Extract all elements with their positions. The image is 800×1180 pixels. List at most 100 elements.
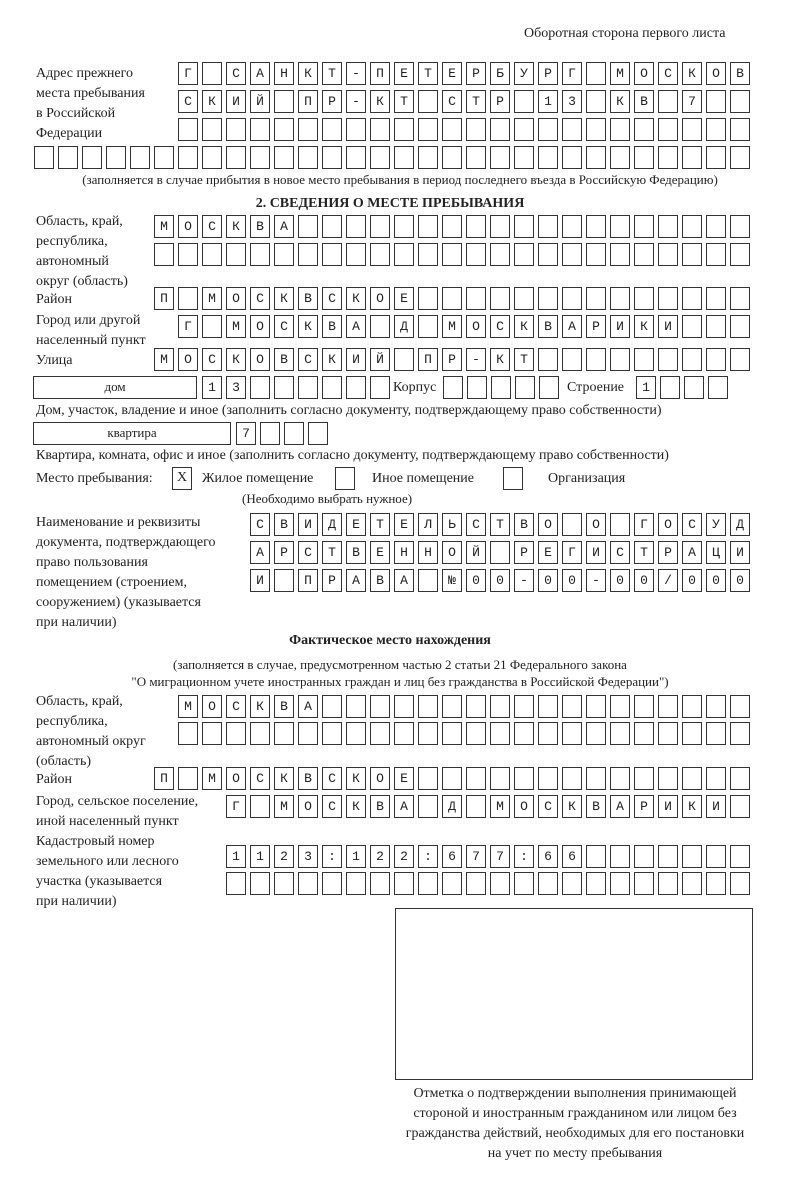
letter-box[interactable] [538,541,558,564]
cadastre-row-1[interactable]: 1123:122:677:66 [226,845,754,868]
letter-box[interactable] [154,348,174,371]
letter-box[interactable] [322,767,342,790]
letter-box[interactable] [682,348,702,371]
letter-box[interactable] [586,215,606,238]
letter-box[interactable] [658,569,678,592]
letter-box[interactable] [682,767,702,790]
letter-box[interactable] [346,767,366,790]
letter-box[interactable] [490,569,510,592]
letter-box[interactable] [322,62,342,85]
letter-box[interactable] [394,90,414,113]
letter-box[interactable] [610,90,630,113]
letter-box[interactable] [322,722,342,745]
letter-box[interactable] [250,541,270,564]
letter-box[interactable] [250,243,270,266]
organization-checkbox[interactable] [503,467,523,490]
letter-box[interactable] [394,795,414,818]
letter-box[interactable] [586,287,606,310]
letter-box[interactable] [514,722,534,745]
letter-box[interactable] [370,315,390,338]
letter-box[interactable] [514,872,534,895]
apt-number-row[interactable]: 7 [236,422,332,445]
cadastre-row-2[interactable] [226,872,754,895]
letter-box[interactable] [706,146,726,169]
letter-box[interactable] [538,872,558,895]
letter-box[interactable] [236,422,256,445]
letter-box[interactable] [658,872,678,895]
letter-box[interactable] [730,215,750,238]
letter-box[interactable] [298,62,318,85]
doc-row-3[interactable]: И ПРАВА №00-00-00/000 [250,569,754,592]
letter-box[interactable] [706,243,726,266]
city-row[interactable]: Г МОСКВА Д МОСКВАРИКИ [178,315,754,338]
street-row[interactable]: МОСКОВСКИЙ ПР-КТ [154,348,754,371]
actual-region-row-1[interactable]: МОСКВА [178,695,754,718]
letter-box[interactable] [274,62,294,85]
letter-box[interactable] [250,872,270,895]
letter-box[interactable] [442,767,462,790]
letter-box[interactable] [322,118,342,141]
letter-box[interactable] [706,348,726,371]
letter-box[interactable] [178,695,198,718]
letter-box[interactable] [274,845,294,868]
letter-box[interactable] [298,315,318,338]
letter-box[interactable] [730,348,750,371]
letter-box[interactable] [418,287,438,310]
letter-box[interactable] [298,695,318,718]
letter-box[interactable] [178,215,198,238]
letter-box[interactable] [706,513,726,536]
letter-box[interactable] [538,215,558,238]
letter-box[interactable] [442,722,462,745]
letter-box[interactable] [562,722,582,745]
letter-box[interactable] [610,541,630,564]
letter-box[interactable] [634,541,654,564]
residential-checkbox[interactable]: X [172,467,192,490]
letter-box[interactable] [586,118,606,141]
letter-box[interactable] [178,767,198,790]
letter-box[interactable] [562,513,582,536]
letter-box[interactable] [346,118,366,141]
letter-box[interactable] [284,422,304,445]
letter-box[interactable] [322,90,342,113]
letter-box[interactable] [562,90,582,113]
letter-box[interactable] [684,376,704,399]
letter-box[interactable] [226,695,246,718]
letter-box[interactable] [394,569,414,592]
letter-box[interactable] [708,376,728,399]
letter-box[interactable] [346,215,366,238]
letter-box[interactable] [394,348,414,371]
letter-box[interactable] [274,287,294,310]
letter-box[interactable] [178,348,198,371]
letter-box[interactable] [442,795,462,818]
letter-box[interactable] [586,569,606,592]
letter-box[interactable] [298,118,318,141]
letter-box[interactable] [394,243,414,266]
letter-box[interactable] [178,287,198,310]
letter-box[interactable] [730,62,750,85]
letter-box[interactable] [610,348,630,371]
letter-box[interactable] [394,872,414,895]
letter-box[interactable] [610,215,630,238]
letter-box[interactable] [586,315,606,338]
letter-box[interactable] [490,795,510,818]
letter-box[interactable] [298,722,318,745]
letter-box[interactable] [442,118,462,141]
letter-box[interactable] [586,795,606,818]
letter-box[interactable] [514,695,534,718]
letter-box[interactable] [274,767,294,790]
letter-box[interactable] [706,722,726,745]
letter-box[interactable] [322,215,342,238]
letter-box[interactable] [274,215,294,238]
letter-box[interactable] [106,146,126,169]
letter-box[interactable] [274,513,294,536]
letter-box[interactable] [610,569,630,592]
letter-box[interactable] [658,243,678,266]
letter-box[interactable] [562,845,582,868]
letter-box[interactable] [346,872,366,895]
letter-box[interactable] [298,845,318,868]
letter-box[interactable] [730,90,750,113]
letter-box[interactable] [515,376,535,399]
letter-box[interactable] [539,376,559,399]
letter-box[interactable] [490,90,510,113]
letter-box[interactable] [730,845,750,868]
